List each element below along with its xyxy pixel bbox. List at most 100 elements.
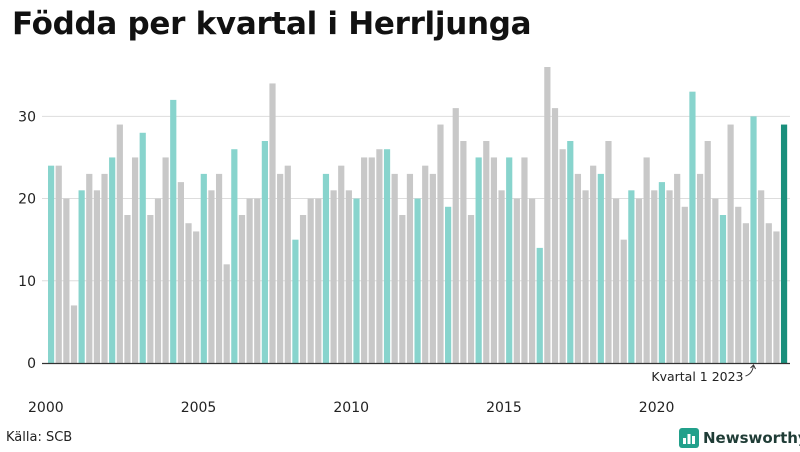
bar [422, 165, 429, 363]
bar [742, 223, 749, 363]
bar [254, 198, 261, 363]
bar [513, 198, 520, 363]
brand-name: Newsworthy [703, 429, 800, 447]
bar [345, 190, 352, 363]
bar [506, 157, 513, 363]
bar [284, 165, 291, 363]
bar [498, 190, 505, 363]
bar [483, 141, 490, 363]
bar [162, 157, 169, 363]
x-tick-label: 2000 [28, 400, 64, 416]
bar [750, 116, 757, 363]
bar [177, 182, 184, 363]
bar [635, 198, 643, 363]
bar [590, 165, 597, 363]
bar [529, 198, 536, 363]
bar [605, 141, 612, 363]
bar [368, 157, 375, 363]
bar [315, 198, 322, 363]
bar [704, 141, 711, 363]
bar [551, 108, 559, 363]
bar [361, 157, 368, 363]
bar [299, 215, 307, 363]
bar [780, 124, 788, 363]
bar [124, 215, 131, 363]
bar [452, 108, 459, 363]
bar [70, 305, 78, 363]
bar [101, 173, 108, 363]
bar [437, 124, 444, 363]
bar [307, 198, 314, 363]
bar [223, 264, 230, 363]
bar [269, 83, 276, 363]
brand-logo[interactable]: Newsworthy [679, 428, 800, 448]
bar [55, 165, 62, 363]
bar [414, 198, 421, 363]
bar [620, 239, 627, 363]
bar [445, 206, 452, 363]
bar [93, 190, 101, 363]
bar [170, 99, 177, 363]
y-tick-label: 10 [18, 274, 36, 290]
bar [238, 215, 246, 363]
bar [48, 165, 55, 363]
bar [338, 165, 345, 363]
bar [612, 198, 620, 363]
bar [193, 231, 200, 363]
bars [48, 67, 788, 364]
bar [597, 173, 604, 363]
bar [139, 132, 146, 363]
bar [467, 215, 475, 363]
bar [490, 157, 498, 363]
bar [383, 149, 391, 363]
bar [521, 157, 528, 363]
bar [200, 173, 207, 363]
bar [658, 182, 665, 363]
bar [765, 223, 772, 363]
annotation-label: Kvartal 1 2023 [651, 369, 743, 384]
bar [353, 198, 360, 363]
bar [86, 173, 93, 363]
y-tick-label: 20 [18, 192, 36, 208]
bar [131, 157, 139, 363]
bar [544, 67, 551, 363]
bar [567, 141, 574, 363]
bar [78, 190, 85, 363]
x-tick-label: 2005 [181, 400, 217, 416]
x-tick-label: 2010 [333, 400, 369, 416]
bar [758, 190, 765, 363]
bar [712, 198, 719, 363]
y-tick-label: 0 [27, 356, 36, 372]
bar [666, 190, 673, 363]
bar [628, 190, 635, 363]
bar [246, 198, 253, 363]
bar [399, 215, 406, 363]
bar [674, 173, 681, 363]
annotation-arrow-icon [745, 364, 756, 377]
bar [147, 215, 154, 363]
bar [429, 173, 436, 363]
bar [773, 231, 780, 363]
x-tick-label: 2020 [639, 400, 675, 416]
chart-title: Födda per kvartal i Herrljunga [12, 6, 532, 42]
bar [475, 157, 482, 363]
bar [559, 149, 566, 363]
bar [277, 173, 284, 363]
bar [322, 173, 330, 363]
bar [696, 173, 704, 363]
bar [719, 215, 727, 363]
bar [154, 198, 162, 363]
bar [116, 124, 123, 363]
bar [391, 173, 398, 363]
newsworthy-icon [679, 428, 699, 448]
x-axis-ticks: 2000 2005 2010 2015 2020 [28, 400, 674, 416]
bar [582, 190, 589, 363]
bar [231, 149, 238, 363]
bar [63, 198, 70, 363]
bar [330, 190, 337, 363]
bar [406, 173, 414, 363]
bar [727, 124, 734, 363]
source-label: Källa: SCB [6, 430, 73, 445]
bar [109, 157, 116, 363]
